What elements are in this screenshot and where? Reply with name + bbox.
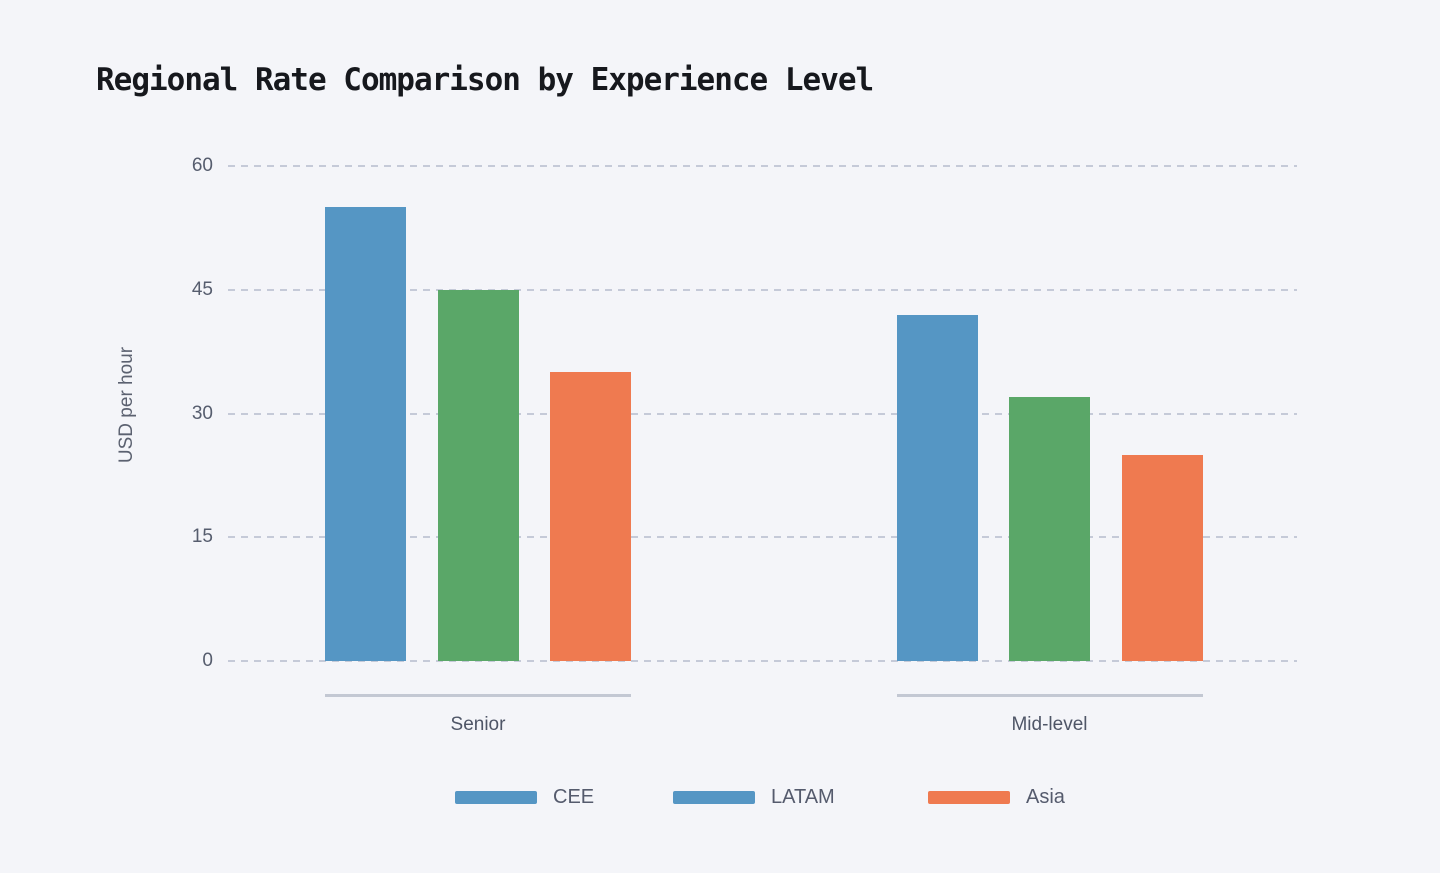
legend-entry-cee[interactable]: CEE xyxy=(455,785,594,810)
group-separator-senior xyxy=(325,694,631,697)
y-tick-45: 45 xyxy=(191,278,213,300)
gridline-0 xyxy=(228,660,1297,662)
chart-title: Regional Rate Comparison by Experience L… xyxy=(96,62,874,98)
gridline-45 xyxy=(228,288,1297,291)
x-category-label-mid-level: Mid-level xyxy=(1011,714,1088,735)
gridline-30 xyxy=(228,412,1297,415)
bar-latam-senior[interactable] xyxy=(437,289,519,661)
legend-entry-asia[interactable]: Asia xyxy=(928,785,1065,810)
bar-cee-mid-level[interactable] xyxy=(896,314,978,661)
bar-asia-mid-level[interactable] xyxy=(1121,454,1203,661)
legend-label-cee: CEE xyxy=(553,786,595,808)
legend-entry-latam[interactable]: LATAM xyxy=(673,785,835,810)
y-axis-title: USD per hour xyxy=(116,346,137,464)
y-tick-30: 30 xyxy=(191,402,213,424)
y-tick-60: 60 xyxy=(191,155,213,176)
x-category-label-senior: Senior xyxy=(450,714,506,735)
group-separator-mid-level xyxy=(896,694,1203,697)
gridline-15 xyxy=(228,536,1297,539)
bar-cee-senior[interactable] xyxy=(325,207,406,661)
y-tick-15: 15 xyxy=(191,526,213,548)
y-tick-0: 0 xyxy=(202,650,213,671)
gridline-60 xyxy=(228,165,1297,167)
legend-swatch-latam xyxy=(673,791,755,804)
legend-swatch-cee xyxy=(455,791,537,804)
legend-label-asia: Asia xyxy=(1026,786,1065,808)
bar-asia-senior[interactable] xyxy=(550,372,631,661)
legend-label-latam: LATAM xyxy=(771,786,835,808)
legend-swatch-asia xyxy=(928,791,1010,804)
bar-latam-mid-level[interactable] xyxy=(1009,397,1090,661)
